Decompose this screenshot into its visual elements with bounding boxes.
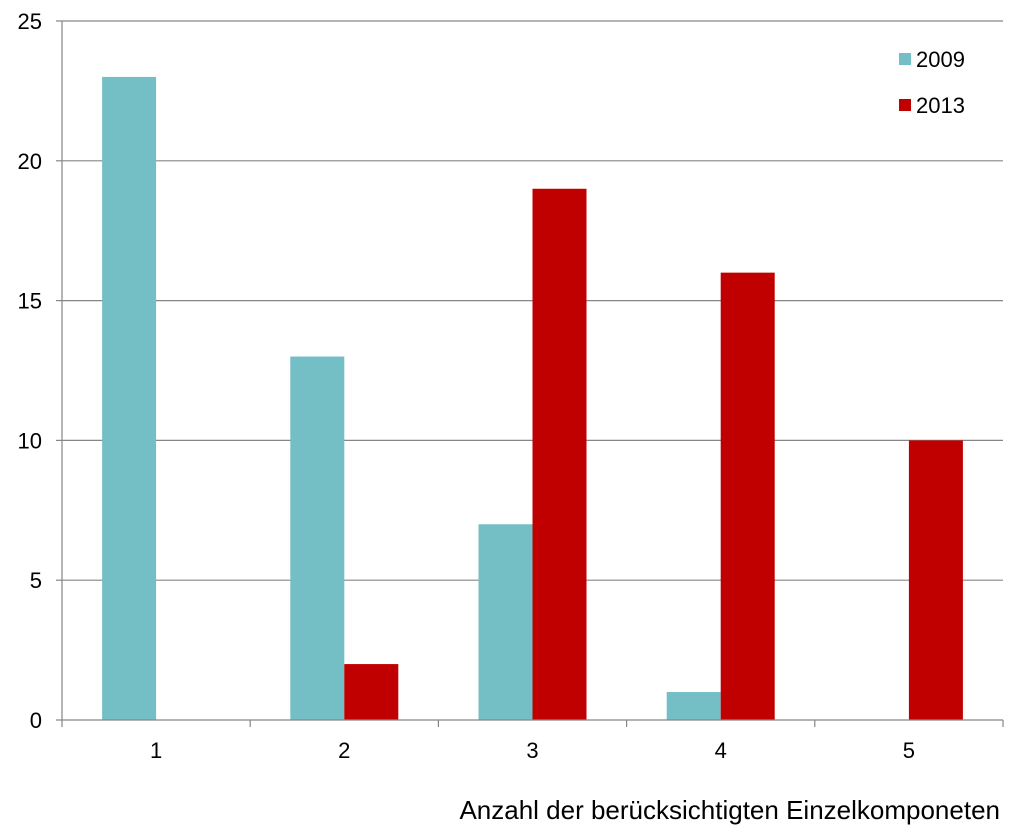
x-tick-label: 3 (526, 738, 538, 763)
x-tick-labels: 1 2 3 4 5 (61, 720, 1004, 763)
legend-swatch-2013 (899, 99, 911, 111)
y-tick-label: 15 (18, 289, 42, 314)
y-tick-label: 10 (18, 428, 42, 453)
y-tick-label: 5 (30, 568, 42, 593)
x-axis-title: Anzahl der berücksichtigten Einzelkompon… (459, 795, 1000, 825)
bars (102, 76, 963, 721)
bar-2013-4 (720, 272, 775, 720)
x-tick-label: 1 (150, 738, 162, 763)
legend-swatch-2009 (899, 53, 911, 65)
legend-label: 2013 (916, 93, 965, 118)
legend-label: 2009 (916, 47, 965, 72)
axes (61, 21, 1003, 721)
x-tick-label: 2 (338, 738, 350, 763)
y-tick-label: 25 (18, 9, 42, 34)
bar-2009-1 (102, 76, 157, 721)
bar-2009-2 (290, 356, 345, 720)
x-tick-label: 4 (715, 738, 727, 763)
x-tick-label: 5 (903, 738, 915, 763)
bar-2013-3 (532, 188, 587, 720)
bar-2013-2 (344, 664, 399, 720)
y-tick-labels: 0 5 10 15 20 25 (18, 9, 42, 733)
bar-2009-4 (666, 692, 721, 720)
y-tick-label: 0 (30, 708, 42, 733)
bar-2013-5 (908, 440, 963, 720)
legend: 2009 2013 (899, 47, 965, 118)
y-tick-label: 20 (18, 149, 42, 174)
bar-2009-3 (478, 524, 533, 720)
